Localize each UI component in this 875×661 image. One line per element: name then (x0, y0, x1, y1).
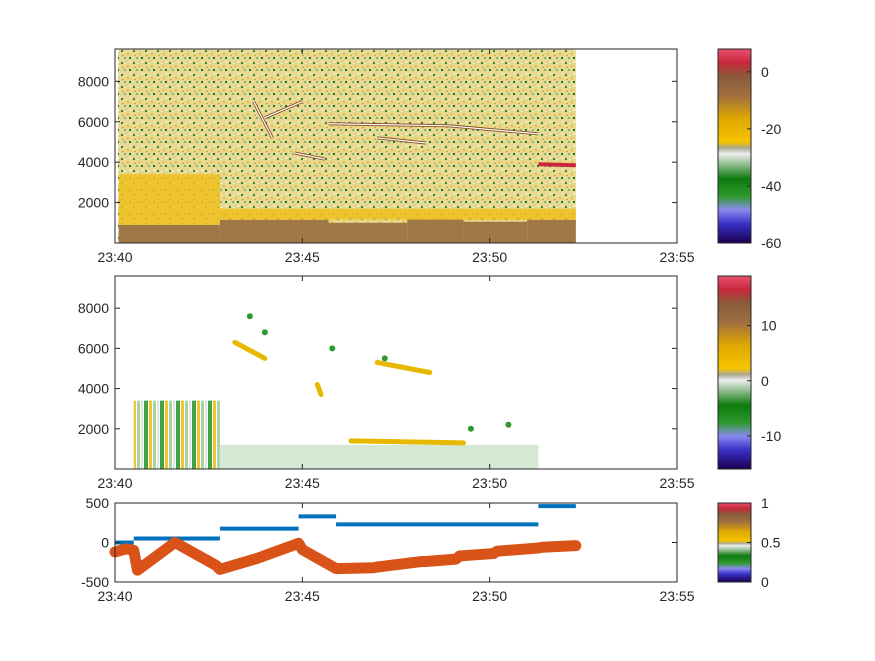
x-tick-label: 23:45 (285, 249, 320, 265)
panel-3-plot (109, 502, 678, 583)
band-segment (328, 222, 408, 243)
y-tick-label: 2000 (78, 195, 109, 211)
scatter-dot (467, 425, 474, 432)
scatter-dot (329, 345, 336, 352)
x-tick-label: 23:40 (97, 475, 132, 491)
colorbar-tick-label: 1 (761, 495, 769, 511)
panel-1-plot (114, 48, 678, 244)
x-tick-label: 23:55 (659, 475, 694, 491)
panel-2-plot (114, 275, 678, 470)
colorbar-tick-label: 0 (761, 574, 769, 590)
colorbar-tick-label: 10 (761, 318, 777, 334)
colorbar-tick-label: -60 (761, 235, 781, 251)
colorbar-tick-label: -20 (761, 121, 781, 137)
panel-2-x-ticks: 23:40 23:45 23:50 23:55 (97, 276, 695, 491)
panel-3-colorbar: 00.51 (717, 495, 781, 590)
scatter-dot (246, 313, 253, 320)
band-region (133, 400, 220, 469)
panel-3-x-ticks: 23:40 23:45 23:50 23:55 (97, 503, 695, 604)
panel-3-y-ticks: -500 0 500 (81, 495, 677, 590)
blob-mark (232, 339, 268, 361)
x-tick-label: 23:50 (472, 588, 507, 604)
trace-highlight (294, 152, 325, 160)
band-segment (118, 174, 220, 225)
band-segment (219, 208, 576, 220)
x-tick-label: 23:45 (285, 588, 320, 604)
blob-mark (348, 438, 466, 446)
y-tick-label: 6000 (78, 114, 109, 130)
trace-highlight (253, 101, 273, 139)
blob-mark (314, 382, 324, 398)
x-tick-label: 23:45 (285, 475, 320, 491)
y-tick-label: 0 (101, 535, 109, 551)
colorbar-tick-label: 0.5 (761, 535, 781, 551)
band-region (219, 444, 539, 469)
scatter-dot (261, 329, 268, 336)
x-tick-label: 23:50 (472, 475, 507, 491)
y-tick-label: 2000 (78, 421, 109, 437)
panel-2-colorbar: -10 0 10 (717, 275, 781, 470)
colorbar-tick-label: -10 (761, 428, 781, 444)
x-tick-label: 23:55 (659, 588, 694, 604)
y-tick-label: 8000 (78, 73, 109, 89)
panel-2-y-ticks: 2000 4000 6000 8000 (78, 300, 677, 437)
colorbar-tick-label: -40 (761, 178, 781, 194)
trace-highlight (264, 100, 303, 119)
orange-series-line (109, 537, 582, 576)
colorbar-tick-label: 0 (761, 373, 769, 389)
colorbar-fill (718, 49, 751, 243)
x-tick-label: 23:40 (97, 588, 132, 604)
panel-1-y-ticks: 2000 4000 6000 8000 (78, 73, 677, 211)
panel-1-x-ticks: 23:40 23:45 23:50 23:55 (97, 49, 695, 265)
y-tick-label: 8000 (78, 300, 109, 316)
colorbar-frame (717, 48, 752, 244)
panel-1: 23:40 23:45 23:50 23:55 2000 4000 6000 8000 -6… (78, 48, 781, 265)
trace-highlight (377, 137, 427, 144)
x-tick-label: 23:50 (472, 249, 507, 265)
y-tick-label: 500 (86, 495, 110, 511)
y-tick-label: 4000 (78, 381, 109, 397)
colorbar-fill (718, 503, 751, 582)
colorbar-tick-label: 0 (761, 64, 769, 80)
x-tick-label: 23:40 (97, 249, 132, 265)
band-segment (219, 219, 329, 243)
panel-2: 23:40 23:45 23:50 23:55 2000 4000 6000 8000 -1… (78, 275, 781, 491)
y-tick-label: 6000 (78, 340, 109, 356)
scatter-dot (505, 421, 512, 428)
panel-1-colorbar: -60 -40 -20 0 (717, 48, 781, 251)
axes-box (114, 48, 678, 244)
colorbar-fill (718, 276, 751, 469)
axes-box (114, 275, 678, 470)
band-segment (527, 219, 576, 243)
y-tick-label: 4000 (78, 154, 109, 170)
band-segment (118, 224, 220, 243)
y-tick-label: -500 (81, 574, 109, 590)
band-segment (407, 218, 464, 243)
x-tick-label: 23:55 (659, 249, 694, 265)
colorbar-frame (717, 275, 752, 470)
trace-highlight (328, 123, 539, 135)
trace-line (538, 162, 576, 168)
band-segment (463, 221, 528, 243)
scatter-dot (381, 355, 388, 362)
blob-mark (374, 359, 433, 375)
